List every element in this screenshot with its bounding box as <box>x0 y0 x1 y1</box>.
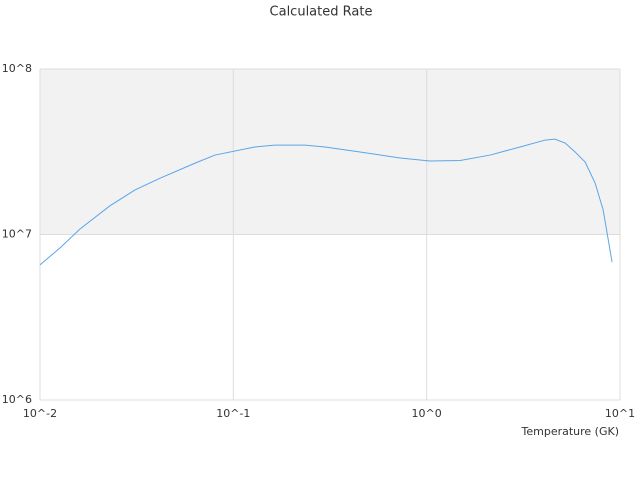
y-tick-label: 10^8 <box>2 62 32 75</box>
x-tick-label: 10^0 <box>412 407 442 420</box>
x-axis-label: Temperature (GK) <box>521 425 620 438</box>
y-tick-label: 10^7 <box>2 228 32 241</box>
chart-title: Calculated Rate <box>270 5 373 20</box>
x-tick-label: 10^-2 <box>23 407 57 420</box>
y-tick-label: 10^6 <box>2 393 32 406</box>
x-tick-label: 10^1 <box>605 407 635 420</box>
x-tick-label: 10^-1 <box>216 407 250 420</box>
grid-band <box>40 69 620 235</box>
line <box>39 138 613 266</box>
